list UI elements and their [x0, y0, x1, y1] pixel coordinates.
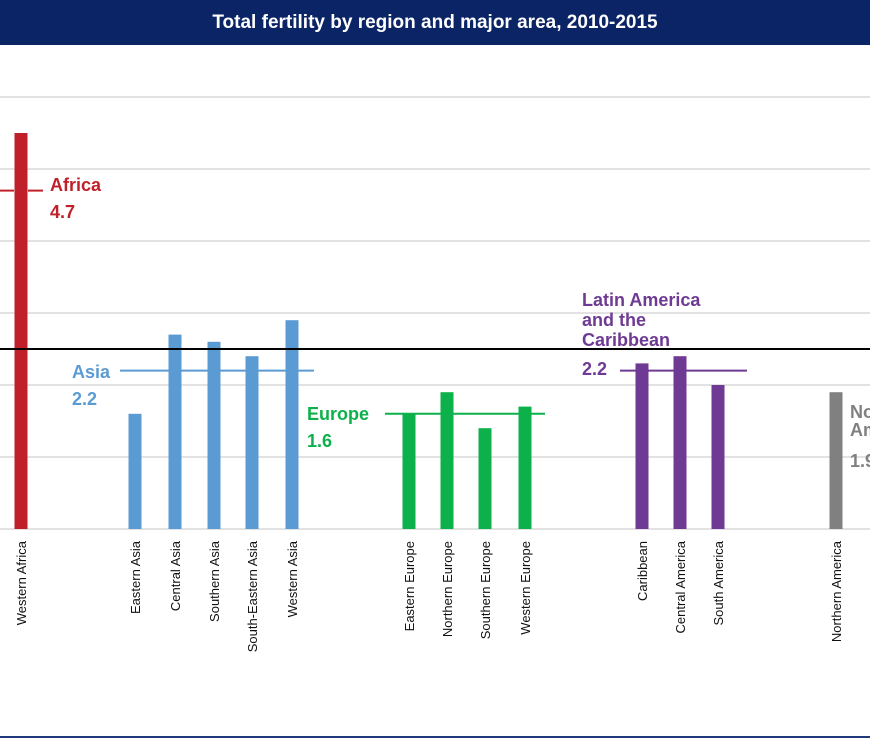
group-label: Europe: [307, 404, 369, 424]
group-label: America: [850, 420, 870, 440]
group-average-label: 1.9: [850, 451, 870, 471]
category-label: Central America: [673, 540, 688, 633]
category-label: Northern America: [829, 540, 844, 642]
bar: [829, 392, 843, 529]
bar: [128, 413, 142, 529]
category-label: Southern Europe: [478, 541, 493, 639]
bar: [14, 133, 28, 529]
group-average-label: 2.2: [582, 359, 607, 379]
bottom-rule: [0, 736, 870, 738]
category-label: Eastern Asia: [128, 540, 143, 614]
group-average-label: 2.2: [72, 389, 97, 409]
group-label: Northern: [850, 402, 870, 422]
bar: [402, 413, 416, 529]
bar: [440, 392, 454, 529]
group-label: Africa: [50, 175, 102, 195]
bar: [207, 341, 221, 529]
category-label: Western Europe: [518, 541, 533, 635]
bar: [478, 428, 492, 529]
category-label: Caribbean: [635, 541, 650, 601]
category-label: South-Eastern Asia: [245, 540, 260, 652]
bar: [518, 406, 532, 529]
bar: [245, 356, 259, 529]
bar: [168, 334, 182, 529]
category-label: South America: [711, 540, 726, 625]
category-label: Western Asia: [285, 540, 300, 617]
group-label: and the: [582, 310, 646, 330]
bar: [285, 320, 299, 529]
category-label: Southern Asia: [207, 540, 222, 622]
bar: [673, 356, 687, 529]
group-label: Asia: [72, 362, 111, 382]
bar: [635, 363, 649, 529]
chart-title: Total fertility by region and major area…: [0, 0, 870, 45]
category-label: Central Asia: [168, 540, 183, 611]
category-label: Northern Europe: [440, 541, 455, 637]
group-average-label: 4.7: [50, 202, 75, 222]
category-label: Eastern Europe: [402, 541, 417, 631]
bar: [711, 385, 725, 529]
group-label: Caribbean: [582, 330, 670, 350]
group-average-label: 1.6: [307, 431, 332, 451]
category-label: Western Africa: [14, 540, 29, 625]
group-label: Latin America: [582, 290, 701, 310]
